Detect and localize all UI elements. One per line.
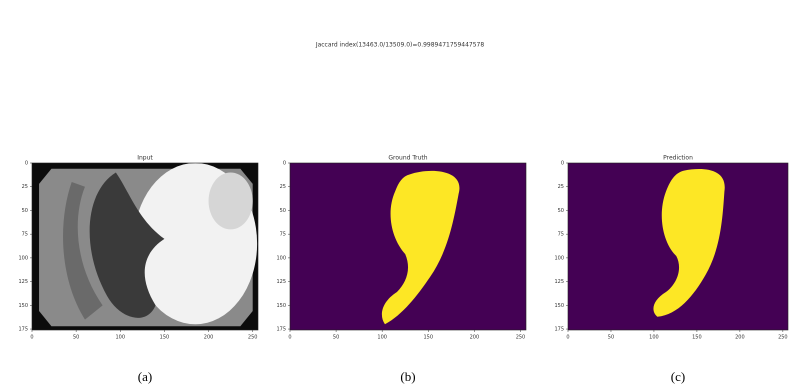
y-tick-label: 0	[561, 161, 564, 167]
y-tick-label: 150	[276, 303, 286, 309]
y-tick-label: 0	[25, 161, 28, 167]
panel-title: Ground Truth	[388, 155, 427, 162]
figure: Jaccard index(13463.0/13509.0)=0.9989471…	[0, 0, 790, 392]
y-tick-label: 150	[554, 303, 564, 309]
y-tick-label: 50	[22, 208, 28, 214]
y-tick-label: 175	[276, 327, 286, 333]
panel-caption: (b)	[400, 369, 415, 384]
panel-caption: (c)	[671, 369, 685, 384]
x-tick-label: 150	[424, 335, 434, 341]
x-tick-label: 0	[566, 335, 569, 341]
x-tick-label: 200	[470, 335, 480, 341]
x-tick-label: 150	[692, 335, 702, 341]
x-tick-label: 100	[377, 335, 387, 341]
y-tick-label: 50	[280, 208, 286, 214]
x-tick-label: 100	[649, 335, 659, 341]
y-tick-label: 0	[283, 161, 286, 167]
y-tick-label: 100	[18, 255, 28, 261]
panel-title: Input	[137, 155, 153, 162]
x-tick-label: 200	[735, 335, 745, 341]
x-tick-label: 0	[288, 335, 291, 341]
x-tick-label: 50	[73, 335, 79, 341]
x-tick-label: 250	[516, 335, 526, 341]
figure-title: Jaccard index(13463.0/13509.0)=0.9989471…	[315, 42, 485, 49]
y-tick-label: 25	[22, 184, 28, 190]
y-tick-label: 75	[280, 232, 286, 238]
y-tick-label: 100	[276, 255, 286, 261]
prediction-mask	[568, 163, 788, 330]
x-tick-label: 0	[30, 335, 33, 341]
y-tick-label: 125	[18, 279, 28, 285]
panel-title: Prediction	[663, 155, 693, 162]
y-tick-label: 175	[554, 327, 564, 333]
y-tick-label: 150	[18, 303, 28, 309]
ground-truth-mask	[290, 163, 526, 330]
x-tick-label: 50	[608, 335, 614, 341]
y-tick-label: 50	[558, 208, 564, 214]
y-tick-label: 100	[554, 255, 564, 261]
y-tick-label: 25	[280, 184, 286, 190]
y-tick-label: 175	[18, 327, 28, 333]
y-tick-label: 125	[554, 279, 564, 285]
y-tick-label: 75	[558, 232, 564, 238]
x-tick-label: 100	[116, 335, 126, 341]
y-tick-label: 75	[22, 232, 28, 238]
x-tick-label: 50	[333, 335, 339, 341]
x-tick-label: 200	[204, 335, 214, 341]
input-image	[32, 163, 258, 330]
panel-caption: (a)	[138, 369, 152, 384]
y-tick-label: 125	[276, 279, 286, 285]
x-tick-label: 250	[778, 335, 788, 341]
x-tick-label: 150	[160, 335, 170, 341]
x-tick-label: 250	[248, 335, 258, 341]
y-tick-label: 25	[558, 184, 564, 190]
